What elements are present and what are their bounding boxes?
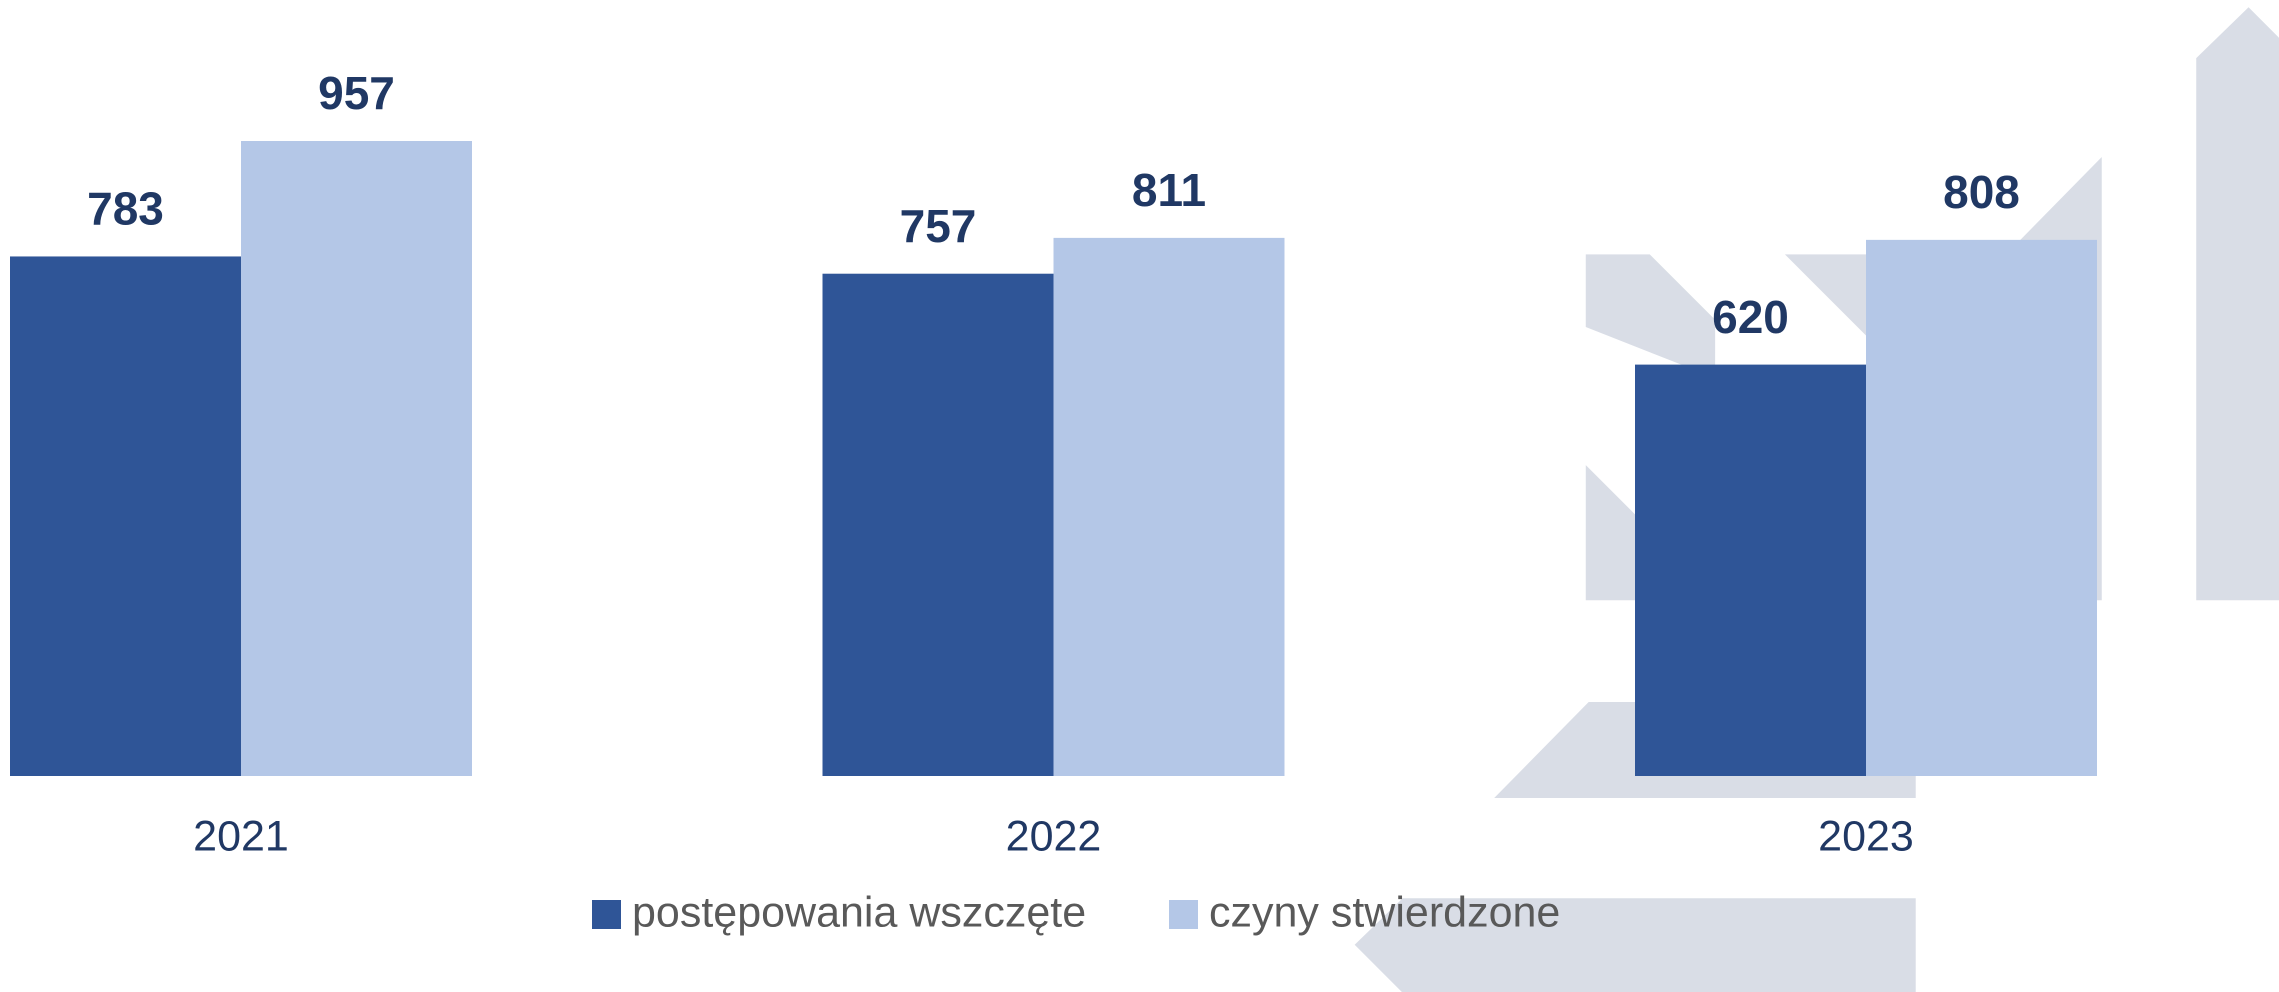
decor-shape bbox=[1586, 254, 1715, 378]
x-tick-label: 2021 bbox=[193, 812, 289, 860]
legend-swatch bbox=[592, 900, 621, 929]
bar bbox=[241, 141, 472, 776]
value-label: 808 bbox=[1943, 166, 2020, 218]
bar bbox=[1635, 365, 1866, 776]
value-label: 620 bbox=[1712, 291, 1789, 343]
decor-shape bbox=[1785, 254, 1868, 337]
decor-arrow bbox=[2196, 7, 2279, 600]
legend-label: czyny stwierdzone bbox=[1209, 888, 1560, 936]
legend-swatch bbox=[1169, 900, 1198, 929]
legend-label: postępowania wszczęte bbox=[632, 888, 1086, 936]
x-tick-label: 2023 bbox=[1818, 812, 1914, 860]
bar bbox=[823, 274, 1054, 776]
value-label: 957 bbox=[318, 67, 395, 119]
value-label: 811 bbox=[1132, 164, 1206, 216]
value-label: 757 bbox=[900, 200, 977, 252]
x-tick-label: 2022 bbox=[1006, 812, 1102, 860]
value-label: 783 bbox=[87, 183, 164, 235]
bar bbox=[1866, 240, 2097, 776]
chart: 783 957 2021 757 811 2022 620 808 2023 postępowan… bbox=[0, 0, 2279, 992]
page: {"chart_data": {"type": "bar", "categori… bbox=[0, 0, 2279, 992]
bar bbox=[1054, 238, 1285, 776]
bar bbox=[10, 256, 241, 776]
